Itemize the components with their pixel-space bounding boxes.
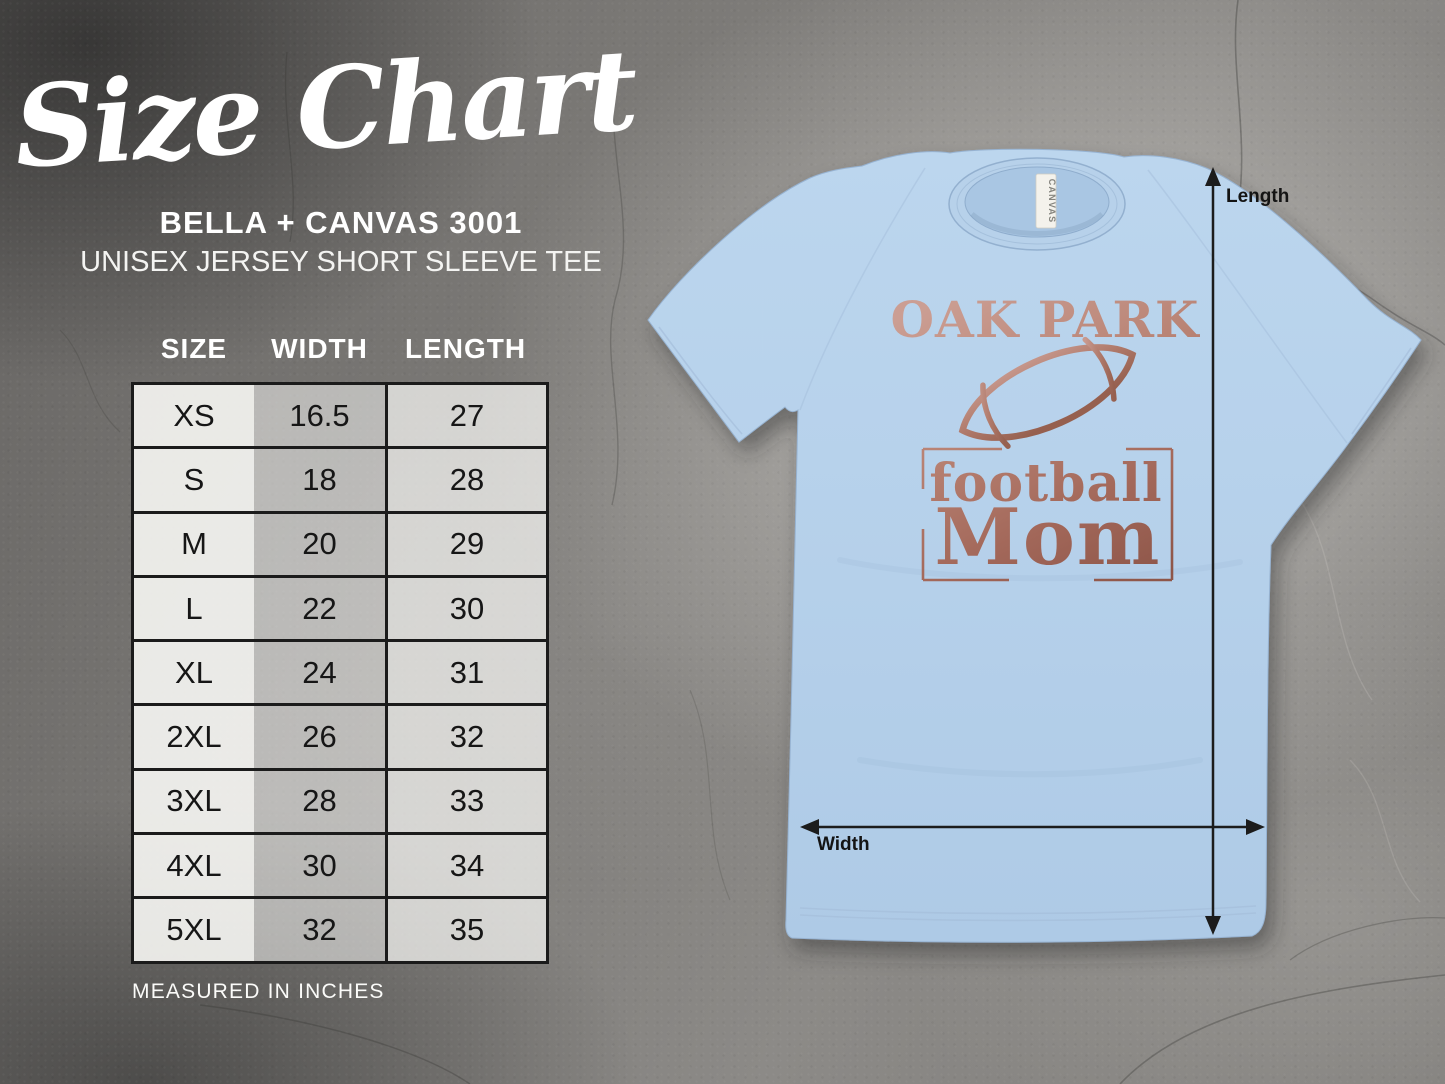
cell-width: 24 [254,642,385,704]
cell-size: M [134,513,254,575]
cell-width: 20 [254,513,385,575]
cell-size: 5XL [134,899,254,961]
table-row: XS 16.5 27 [134,385,546,447]
cell-size: 4XL [134,835,254,897]
cell-size: S [134,449,254,511]
neck-tag: CANVAS [1035,173,1057,229]
cell-length: 31 [385,642,546,704]
size-table: XS 16.5 27 S 18 28 M 20 29 L 22 30 XL 24… [131,382,549,964]
cell-width: 28 [254,770,385,833]
width-arrowhead-left [800,819,819,835]
crack-lines [59,0,1445,1084]
cell-length: 29 [385,513,546,575]
cell-size: XL [134,642,254,704]
cell-length: 33 [385,770,546,833]
cell-width: 26 [254,706,385,768]
table-row: L 22 30 [134,574,546,640]
print-word-mom: Mom [935,492,1162,583]
units-note: MEASURED IN INCHES [132,980,385,1003]
print-word-football: football [929,453,1162,514]
table-row: 5XL 32 35 [134,896,546,961]
stitch-lines [658,167,1412,922]
table-row: 2XL 26 32 [134,703,546,768]
table-row: XL 24 31 [134,639,546,704]
cell-width: 18 [254,449,385,511]
tshirt-body [647,148,1422,943]
measurement-arrows: Length Width [800,167,1289,935]
shirt-print: OAK PARK [891,290,1201,583]
cell-width: 16.5 [254,385,385,447]
cell-length: 28 [385,449,546,511]
print-team-name: OAK PARK [891,290,1201,349]
cell-width: 32 [254,899,385,961]
table-row: 4XL 30 34 [134,832,546,897]
product-style-name: UNISEX JERSEY SHORT SLEEVE TEE [80,246,602,278]
column-header-length: LENGTH [404,333,527,364]
table-row: 3XL 28 33 [134,767,546,833]
length-arrowhead-down [1205,916,1221,935]
cell-length: 27 [385,385,546,447]
table-row: M 20 29 [134,510,546,575]
neck-tag-label: CANVAS [1047,179,1057,224]
cell-width: 22 [254,577,385,640]
cell-width: 30 [254,835,385,897]
width-arrowhead-right [1246,819,1265,835]
cell-size: XS [134,385,254,447]
table-row: S 18 28 [134,446,546,511]
cell-size: L [134,577,254,640]
cell-length: 30 [385,577,546,640]
cell-length: 35 [385,899,546,961]
width-label: Width [817,834,870,855]
cell-length: 34 [385,835,546,897]
cell-length: 32 [385,706,546,768]
size-table-header: SIZE WIDTH LENGTH [134,333,546,365]
cell-size: 2XL [134,706,254,768]
football-icon [958,336,1137,449]
cell-size: 3XL [134,770,254,833]
brand-name: BELLA + CANVAS 3001 [159,205,523,240]
column-header-width: WIDTH [271,333,368,364]
print-frame [921,447,1174,582]
length-label: Length [1226,186,1289,207]
length-arrowhead-up [1205,167,1221,186]
column-header-size: SIZE [160,333,228,364]
